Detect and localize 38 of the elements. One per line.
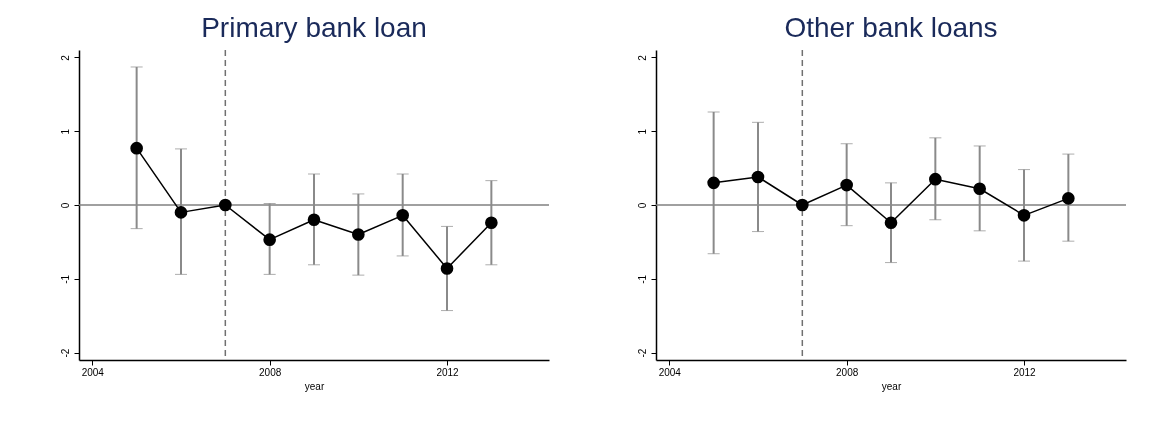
y-tick-label: 2 xyxy=(636,54,648,61)
x-axis-title: year xyxy=(304,380,325,392)
x-tick-label: 2012 xyxy=(1013,366,1037,378)
y-tick-label: 0 xyxy=(59,202,71,209)
y-tick-label: -1 xyxy=(59,274,71,284)
x-tick-label: 2008 xyxy=(836,366,859,378)
x-tick-label: 2008 xyxy=(259,366,282,378)
chart-title: Other bank loans xyxy=(784,12,998,44)
y-tick-label: -2 xyxy=(636,348,648,358)
x-tick-label: 2004 xyxy=(81,366,105,378)
x-tick-label: 2004 xyxy=(658,366,682,378)
y-tick-label: 2 xyxy=(59,54,71,61)
chart-title: Primary bank loan xyxy=(201,12,427,44)
point xyxy=(174,206,188,219)
y-tick-label: -2 xyxy=(59,348,71,358)
point xyxy=(307,213,321,227)
y-tick-label: -1 xyxy=(636,274,648,284)
point xyxy=(796,198,809,212)
point xyxy=(840,178,853,192)
point xyxy=(1062,192,1075,205)
point xyxy=(485,216,498,230)
point xyxy=(884,216,898,230)
y-tick-label: 1 xyxy=(636,128,648,135)
point xyxy=(751,170,765,184)
point xyxy=(396,209,409,222)
x-tick-label: 2012 xyxy=(436,366,460,378)
point xyxy=(929,172,942,186)
x-axis-title: year xyxy=(881,380,902,392)
point xyxy=(440,262,454,275)
point xyxy=(130,141,143,155)
point xyxy=(1017,209,1031,222)
y-tick-label: 1 xyxy=(59,128,71,135)
point xyxy=(352,228,365,241)
point xyxy=(707,176,720,190)
point xyxy=(219,198,232,212)
point xyxy=(973,182,986,196)
y-tick-label: 0 xyxy=(636,202,648,209)
point xyxy=(263,233,276,246)
